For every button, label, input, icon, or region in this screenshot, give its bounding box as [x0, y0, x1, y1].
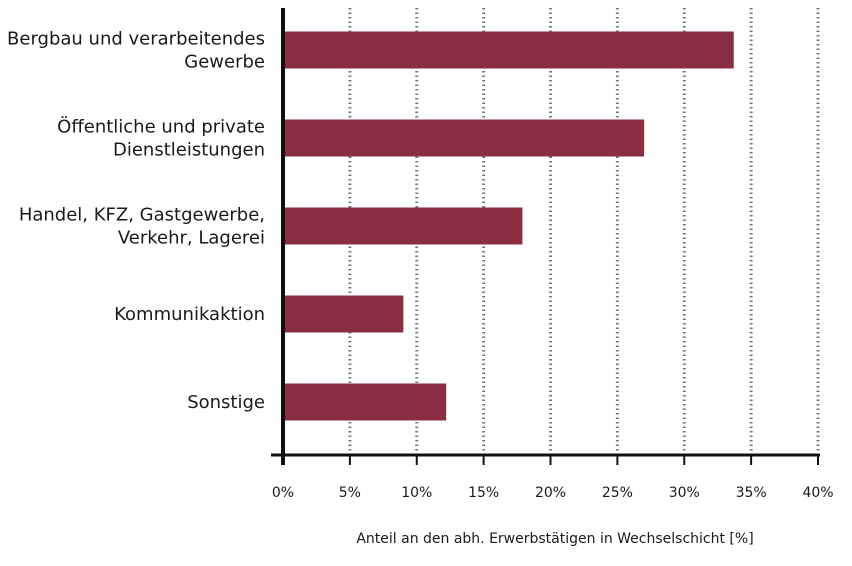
category-label: Verkehr, Lagerei: [118, 228, 265, 249]
category-label: Handel, KFZ, Gastgewerbe,: [19, 205, 265, 226]
category-label: Sonstige: [187, 392, 265, 413]
x-tick-label: 15%: [468, 485, 499, 501]
x-tick-label: 30%: [669, 485, 700, 501]
bar-3: [283, 295, 404, 333]
category-label: Öffentliche und private: [57, 116, 265, 138]
category-label: Bergbau und verarbeitendes: [7, 29, 265, 50]
x-tick-label: 5%: [339, 485, 361, 501]
category-label: Gewerbe: [184, 52, 265, 73]
x-tick-label: 25%: [602, 485, 633, 501]
category-label: Kommunikaktion: [114, 304, 265, 325]
bar-layer: [283, 31, 734, 421]
label-layer: 0% 5% 10% 15% 20% 25% 30% 35% 40% Bergbau und ver…: [7, 29, 834, 502]
x-tick-label: 40%: [802, 485, 833, 501]
x-axis-title: Anteil an den abh. Erwerbstätigen in Wec…: [356, 531, 753, 547]
bar-4: [283, 383, 447, 421]
x-tick-label: 0%: [272, 485, 294, 501]
bar-2: [283, 207, 523, 245]
bar-1: [283, 119, 645, 157]
axis-layer: [271, 8, 820, 465]
bar-0: [283, 31, 734, 69]
category-label: Dienstleistungen: [113, 140, 265, 161]
x-tick-label: 10%: [401, 485, 432, 501]
x-tick-label: 35%: [736, 485, 767, 501]
x-tick-label: 20%: [535, 485, 566, 501]
